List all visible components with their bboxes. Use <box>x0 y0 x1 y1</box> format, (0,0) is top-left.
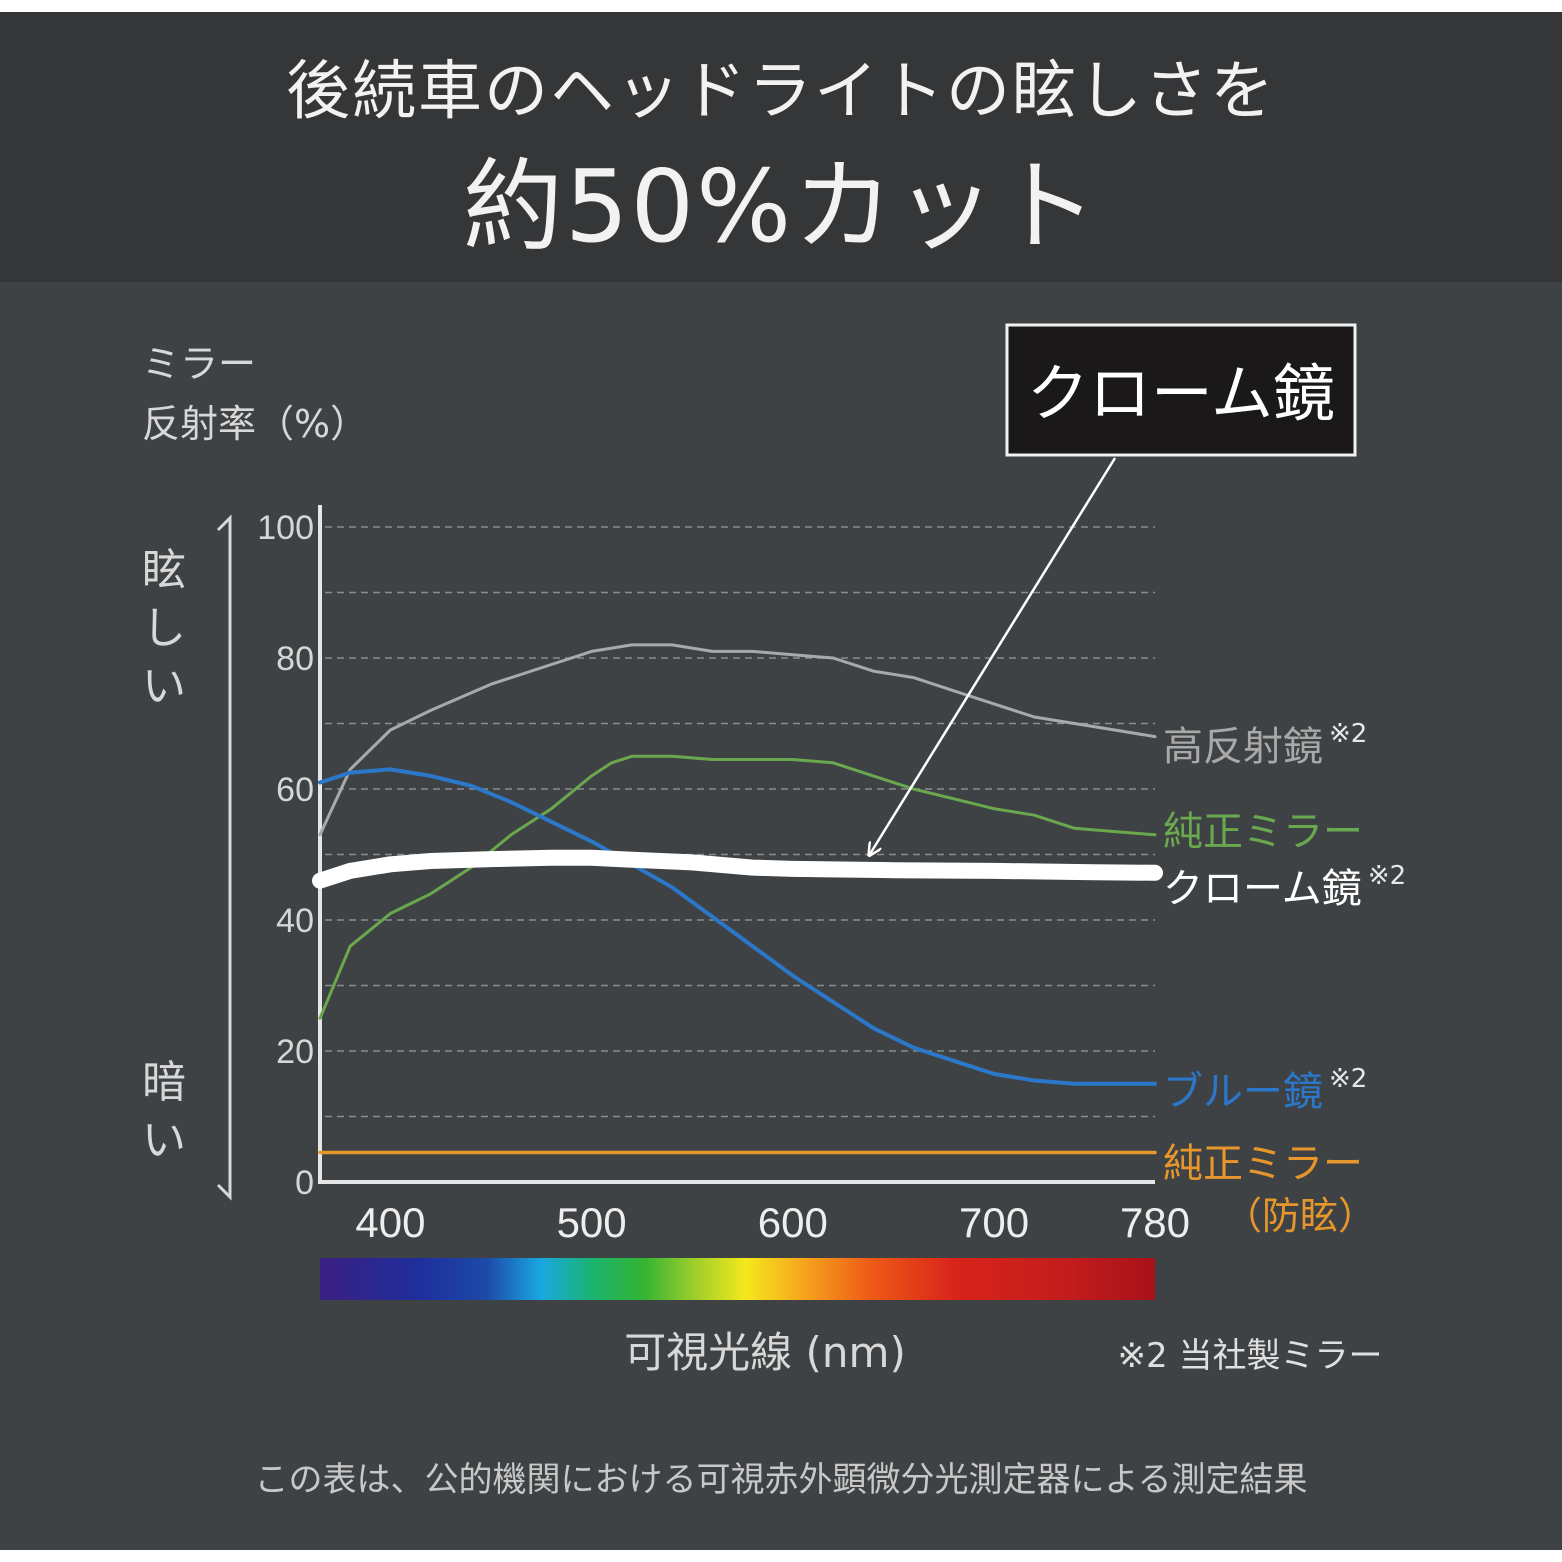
infographic-frame: 後続車のヘッドライトの眩しさを 約50%カット <box>0 12 1562 1550</box>
series-line-blue <box>318 767 1157 1086</box>
series-label-anti-glare: 純正ミラー <box>1163 1141 1363 1187</box>
series-lines <box>312 643 1163 1155</box>
title-line-1: 後続車のヘッドライトの眩しさを <box>286 55 1276 129</box>
x-tick-label: 500 <box>557 1199 627 1246</box>
y-tick-label: 40 <box>276 902 314 940</box>
series-label-blue: ブルー鏡 ※2 <box>1163 1064 1367 1115</box>
callout-label: クローム鏡 <box>1027 357 1335 430</box>
series-line-chrome <box>312 849 1163 889</box>
footnote: この表は、公的機関における可視赤外顕微分光測定器による測定結果 <box>254 1460 1308 1500</box>
scale-arrow <box>216 514 232 1201</box>
x-tick-label: 780 <box>1120 1199 1190 1246</box>
series-line-genuine <box>318 754 1157 1020</box>
reflectance-chart: ミラー 反射率（%） 眩しい 暗い 0 20 40 60 80 100 400 500 600… <box>142 323 1406 1377</box>
y-axis-label-line1: ミラー <box>142 342 256 386</box>
scale-bottom-label: 暗い <box>142 1057 186 1166</box>
x-tick-label: 700 <box>959 1199 1029 1246</box>
grid-lines <box>325 526 1155 1118</box>
series-label-chrome: クローム鏡 ※2 <box>1163 861 1406 912</box>
series-label-anti-glare-line2: （防眩） <box>1224 1194 1376 1238</box>
x-tick-labels: 400 500 600 700 780 <box>355 1199 1190 1246</box>
x-axis-label: 可視光線 (nm) <box>624 1328 906 1377</box>
series-label-genuine: 純正ミラー <box>1163 809 1363 855</box>
scale-top-label: 眩しい <box>142 545 186 712</box>
visible-spectrum-bar <box>320 1258 1155 1300</box>
y-tick-label: 60 <box>276 771 314 809</box>
callout-box <box>1005 323 1357 457</box>
series-line-high-reflection <box>318 643 1157 837</box>
title-line-2: 約50%カット <box>462 148 1100 265</box>
y-tick-label: 0 <box>295 1164 314 1202</box>
x-tick-label: 600 <box>758 1199 828 1246</box>
x-tick-label: 400 <box>355 1199 425 1246</box>
callout-arrow <box>870 457 1117 854</box>
y-tick-labels: 0 20 40 60 80 100 <box>257 509 314 1202</box>
y-axis-label-line2: 反射率（%） <box>142 402 368 446</box>
y-tick-label: 80 <box>276 640 314 678</box>
series-label-high-reflection: 高反射鏡 ※2 <box>1163 719 1367 770</box>
legend-note: ※2 当社製ミラー <box>1118 1336 1383 1376</box>
y-tick-label: 20 <box>276 1033 314 1071</box>
header-banner: 後続車のヘッドライトの眩しさを 約50%カット <box>0 12 1562 282</box>
y-tick-label: 100 <box>257 509 314 547</box>
